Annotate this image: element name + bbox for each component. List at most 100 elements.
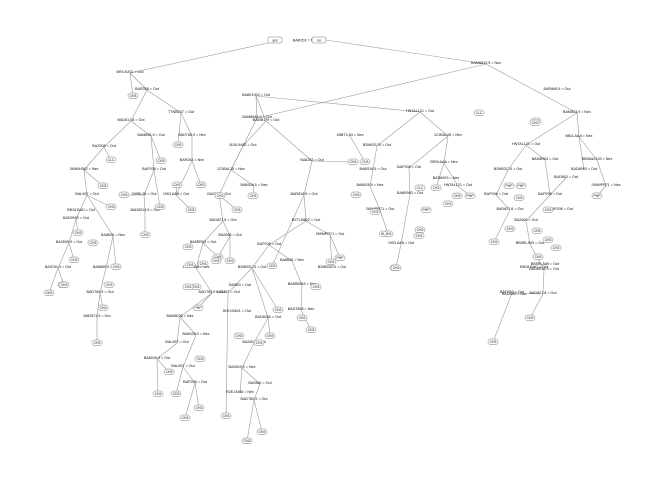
leaf-node: CH3 — [488, 339, 498, 345]
leaf-label: CH3 — [166, 370, 173, 374]
tree-edge — [154, 170, 160, 207]
split-node-label: BAR868.9 = Out — [544, 87, 571, 91]
leaf-label: CH3 — [234, 208, 241, 212]
leaf-node: CH3 — [489, 239, 499, 245]
leaf-label: CH3 — [155, 392, 162, 396]
tree-edge — [185, 383, 195, 418]
split-node-label: BAM8026 = Nex — [167, 314, 194, 318]
leaf-node: CH3 — [198, 261, 208, 267]
split-node-label: B2TLM822 = Out — [292, 218, 320, 222]
tree-edge — [130, 73, 133, 96]
leaf-node: CH3 — [267, 263, 277, 269]
leaf-node: CLC — [474, 110, 484, 116]
leaf-label: CH3 — [250, 194, 257, 198]
leaf-node: CH3 — [360, 159, 370, 165]
leaf-label: CH3 — [545, 238, 552, 242]
leaf-label: CH3 — [100, 184, 107, 188]
leaf-label: CH3 — [267, 334, 274, 338]
leaf-label: CH3 — [269, 264, 276, 268]
split-node-label: BB2LAAA = Nex — [566, 134, 593, 138]
leaf-node: CH3 — [221, 413, 231, 419]
tree-edge — [444, 136, 448, 163]
leaf-label: CH3 — [157, 205, 164, 209]
leaf-node: CH3 — [185, 262, 195, 268]
split-node-label: BAD827.8 = Out — [530, 291, 557, 295]
leaf-node: CH3 — [232, 207, 242, 213]
leaf-label: CH3 — [108, 205, 115, 209]
split-node-label: BA8626.9 = Nex — [357, 183, 384, 187]
tree-edge — [545, 160, 550, 195]
split-node-label: BA8028.9 = Nex — [183, 332, 210, 336]
leaf-label: PHP — [506, 184, 514, 188]
leaf-label: CH3 — [113, 265, 120, 269]
leaf-node: CH3 — [452, 193, 462, 199]
split-node-label: BA8026.9 = Out — [144, 356, 170, 360]
tree-edge — [176, 367, 183, 394]
leaf-label: CH3 — [182, 416, 189, 420]
leaf-node: CH3 — [164, 369, 174, 375]
leaf-node: CH3 — [186, 207, 196, 213]
leaf-node: HL — [380, 231, 387, 237]
leaf-node: CH3 — [533, 254, 543, 260]
leaf-label: CH3 — [173, 392, 180, 396]
leaf-label: CH3 — [130, 94, 137, 98]
leaf-label: CLC — [476, 111, 483, 115]
tree-edge — [257, 64, 486, 118]
leaf-node: CH3 — [88, 240, 98, 246]
leaf-label: CLC — [417, 186, 424, 190]
leaf-node: CH3 — [44, 290, 54, 296]
split-node-label: 121BAL28 = Nex — [434, 133, 462, 137]
tree-edge — [176, 161, 192, 195]
leaf-label: CH3 — [433, 186, 440, 190]
leaf-node: PHP — [592, 193, 602, 199]
leaf-label: CH3 — [71, 258, 78, 262]
leaf-label: CH3 — [328, 260, 335, 264]
leaf-node: CH3 — [183, 284, 193, 290]
leaf-label: PHP — [195, 306, 203, 310]
leaf-node: CH3 — [543, 237, 553, 243]
tree-edge — [493, 293, 512, 342]
leaf-label: CH3 — [61, 283, 68, 287]
leaf-label: CH3 — [223, 414, 230, 418]
split-node-label: BAR358 = Out — [135, 87, 159, 91]
leaf-label: CH3 — [198, 183, 205, 187]
split-node-label: BAD9903 = Out — [63, 216, 89, 220]
leaf-label: CH3 — [236, 334, 243, 338]
tree-edge — [130, 40, 282, 73]
split-node-label: BA9B3 = Out — [229, 283, 251, 287]
split-node-label: BAD780.9 = Out — [241, 397, 268, 401]
leaf-label: CH3 — [553, 246, 560, 250]
leaf-node: CH3 — [505, 226, 515, 232]
leaf-label: CH3 — [213, 259, 220, 263]
leaf-label: CH3 — [175, 143, 182, 147]
leaf-node: CH3 — [265, 333, 275, 339]
split-node-label: B2MB3174 = Out — [238, 265, 266, 269]
leaf-node: CLC — [106, 157, 116, 163]
split-node-label: BA9761.9 = Out — [45, 265, 71, 269]
leaf-node: CH3 — [153, 391, 163, 397]
split-node-label: BB06AZ109 = Nex — [582, 157, 613, 161]
leaf-node: CH3 — [98, 183, 108, 189]
leaf-node: CH3 — [171, 391, 181, 397]
split-node-label: BAP208 = Out — [484, 192, 508, 196]
leaf-label: CH3 — [46, 291, 53, 295]
tree-edge — [272, 195, 304, 266]
leaf-node: CH3 — [254, 340, 264, 346]
tree-edge — [113, 236, 116, 267]
split-node-label: B2MB3174 = Out — [494, 167, 522, 171]
leaf-label: CH3 — [187, 263, 194, 267]
leaf-label: CH3 — [90, 241, 97, 245]
split-node-label: 269MPR71 = Nex — [591, 183, 620, 187]
split-node-label: B2MB3174 = Out — [318, 265, 346, 269]
leaf-label: CH3 — [185, 285, 192, 289]
tree-edge — [401, 194, 410, 244]
split-node-label: BAR263 = Nex — [180, 158, 205, 162]
leaf-node: CH3 — [391, 265, 401, 271]
leaf-label: CH3 — [256, 341, 263, 345]
split-node-label: 1903 AAA = Out — [388, 241, 414, 245]
leaf-node: CH3 — [73, 230, 83, 236]
leaf-label: HL — [381, 232, 385, 236]
split-node-label: BAP208 = Out — [538, 192, 562, 196]
leaf-node: CH3 — [140, 232, 150, 238]
